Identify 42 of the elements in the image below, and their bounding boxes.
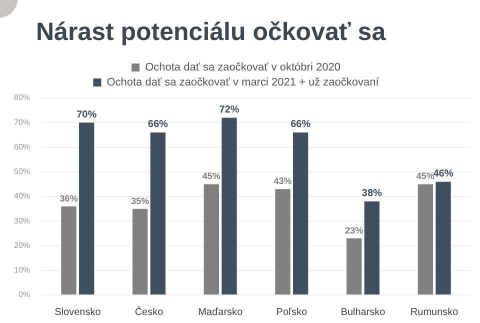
data-label: 36% <box>60 193 78 204</box>
y-tick-label: 40% <box>14 192 30 201</box>
y-tick-label: 30% <box>14 216 30 226</box>
x-tick-label: Maďarsko <box>198 306 244 318</box>
x-tick-label: Česko <box>134 306 164 318</box>
data-label: 23% <box>345 225 364 236</box>
data-label: 66% <box>290 119 311 130</box>
x-tick-label: Slovensko <box>54 306 102 318</box>
data-label: 38% <box>362 188 382 200</box>
bar <box>204 184 220 294</box>
bar <box>132 208 148 294</box>
data-label: 43% <box>274 176 292 186</box>
bar <box>275 189 290 294</box>
legend-label: Ochota dať sa zaočkovať v októbri 2020 <box>145 62 340 74</box>
data-label: 66% <box>148 119 168 130</box>
bar <box>418 184 433 294</box>
x-tick-label: Bulharsko <box>340 306 386 318</box>
bar <box>293 132 308 294</box>
bar <box>346 238 362 294</box>
y-tick-label: 10% <box>14 266 30 275</box>
y-tick-label: 80% <box>14 93 30 102</box>
data-label: 46% <box>433 168 454 180</box>
y-tick-label: 60% <box>14 142 30 152</box>
data-label: 72% <box>219 104 240 116</box>
bar <box>61 206 76 294</box>
y-tick-label: 50% <box>14 167 30 176</box>
bar <box>436 182 451 294</box>
data-label: 45% <box>416 171 434 182</box>
legend-label: Ochota dať sa zaočkovať v marci 2021 + už zaočkovaní <box>106 76 380 89</box>
data-label: 70% <box>76 109 97 120</box>
bar <box>364 201 380 294</box>
bar <box>150 132 166 294</box>
y-tick-label: 70% <box>14 118 30 127</box>
bar <box>222 118 237 294</box>
y-tick-label: 0% <box>18 290 30 300</box>
chart-title: Nárast potenciálu očkovať sa <box>36 18 386 47</box>
x-tick-label: Rumunsko <box>410 306 459 318</box>
data-label: 35% <box>131 196 150 206</box>
data-label: 45% <box>202 171 220 182</box>
x-tick-label: Poľsko <box>276 306 308 318</box>
bar <box>79 122 94 294</box>
y-tick-label: 20% <box>14 240 30 250</box>
